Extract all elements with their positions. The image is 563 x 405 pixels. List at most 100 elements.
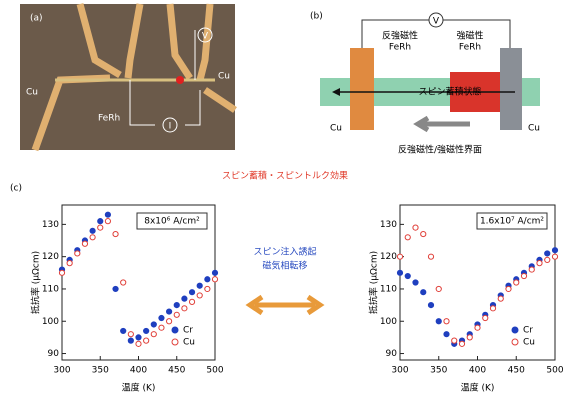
legend-marker xyxy=(511,326,519,334)
data-point xyxy=(150,321,157,328)
note: スピン注入誘起 xyxy=(253,246,316,258)
data-point xyxy=(135,334,142,341)
data-point xyxy=(196,292,203,299)
label: スピン蓄積状態 xyxy=(418,86,481,98)
data-point xyxy=(81,240,89,247)
data-point xyxy=(451,337,458,344)
x-tick-label: 500 xyxy=(546,366,563,376)
label: Cu xyxy=(528,124,540,134)
data-point xyxy=(466,334,473,341)
panel-label: (a) xyxy=(30,14,43,24)
y-axis-label: 抵抗率 (μΩcm) xyxy=(30,251,42,314)
label: V xyxy=(202,32,209,42)
data-point xyxy=(66,260,73,267)
data-point xyxy=(166,308,173,315)
x-tick-label: 400 xyxy=(130,366,147,376)
data-point xyxy=(74,250,81,257)
x-axis-label: 温度 (K) xyxy=(461,382,495,394)
panel-label: (c) xyxy=(10,184,22,194)
y-tick-label: 120 xyxy=(380,252,397,262)
data-point xyxy=(211,276,219,283)
data-point xyxy=(135,340,142,347)
data-point xyxy=(443,331,450,338)
data-point xyxy=(104,218,112,225)
legend-marker xyxy=(171,338,179,346)
data-point xyxy=(188,289,196,296)
y-tick-label: 100 xyxy=(42,317,59,327)
label: 強磁性 xyxy=(456,30,483,42)
data-point xyxy=(127,331,134,338)
x-tick-label: 350 xyxy=(430,366,447,376)
legend-marker xyxy=(171,326,179,334)
data-point xyxy=(112,285,119,293)
data-point xyxy=(89,234,96,241)
data-point xyxy=(497,295,504,302)
label: 反強磁性 xyxy=(382,30,418,42)
double-arrow xyxy=(245,294,325,316)
y-tick-label: 110 xyxy=(42,284,59,294)
label: Cu xyxy=(26,88,38,98)
annotation-box xyxy=(136,212,208,230)
data-point xyxy=(412,224,419,231)
data-point xyxy=(158,324,165,331)
annotation-box xyxy=(476,212,548,230)
label: 反強磁性/強磁性界面 xyxy=(398,144,482,156)
x-axis-label: 温度 (K) xyxy=(122,382,156,394)
data-point xyxy=(412,279,419,286)
cu-electrode xyxy=(500,48,522,130)
data-point xyxy=(420,230,427,238)
x-tick-label: 500 xyxy=(206,366,223,376)
data-point xyxy=(551,247,559,254)
data-point xyxy=(120,279,127,286)
data-point xyxy=(505,285,512,293)
label: FeRh xyxy=(389,43,411,53)
y-tick-label: 120 xyxy=(42,252,59,262)
data-point xyxy=(435,285,442,293)
data-point xyxy=(158,314,165,322)
label: Cu xyxy=(218,72,230,82)
x-tick-label: 450 xyxy=(508,366,525,376)
data-point xyxy=(196,282,203,289)
data-point xyxy=(443,318,450,325)
figure-title: スピン蓄積・スピントルク効果 xyxy=(222,170,348,182)
data-point xyxy=(404,272,411,280)
data-point xyxy=(489,305,497,312)
data-point xyxy=(204,285,211,293)
data-point xyxy=(427,302,435,309)
legend-label: Cu xyxy=(183,338,195,348)
data-point xyxy=(97,224,104,231)
data-point xyxy=(143,327,150,335)
arrowhead xyxy=(332,88,340,96)
y-tick-label: 90 xyxy=(48,349,60,359)
data-point xyxy=(166,318,173,325)
x-tick-label: 300 xyxy=(391,366,408,376)
annotation: 8x10⁶ A/cm² xyxy=(144,217,200,227)
data-point xyxy=(513,279,520,286)
label: FeRh xyxy=(459,43,481,53)
data-point xyxy=(97,218,104,225)
data-point xyxy=(420,289,427,296)
panel-label: (b) xyxy=(310,12,323,22)
x-tick-label: 300 xyxy=(53,366,70,376)
circuit xyxy=(129,27,213,133)
voltmeter xyxy=(428,12,444,28)
y-tick-label: 130 xyxy=(380,220,397,230)
data-point xyxy=(127,337,134,344)
data-point xyxy=(173,302,180,309)
data-point xyxy=(482,314,489,322)
data-point xyxy=(204,276,211,283)
data-point xyxy=(211,269,219,276)
data-point xyxy=(458,340,466,347)
label: V xyxy=(433,17,440,27)
data-point xyxy=(544,256,551,263)
y-tick-label: 110 xyxy=(380,284,397,294)
data-point xyxy=(89,227,96,234)
data-point xyxy=(520,272,528,280)
data-point xyxy=(181,295,188,302)
label: Cu xyxy=(330,124,342,134)
note: 磁気相転移 xyxy=(262,260,307,272)
x-tick-label: 400 xyxy=(469,366,486,376)
y-axis-label: 抵抗率 (μΩcm) xyxy=(368,251,380,314)
